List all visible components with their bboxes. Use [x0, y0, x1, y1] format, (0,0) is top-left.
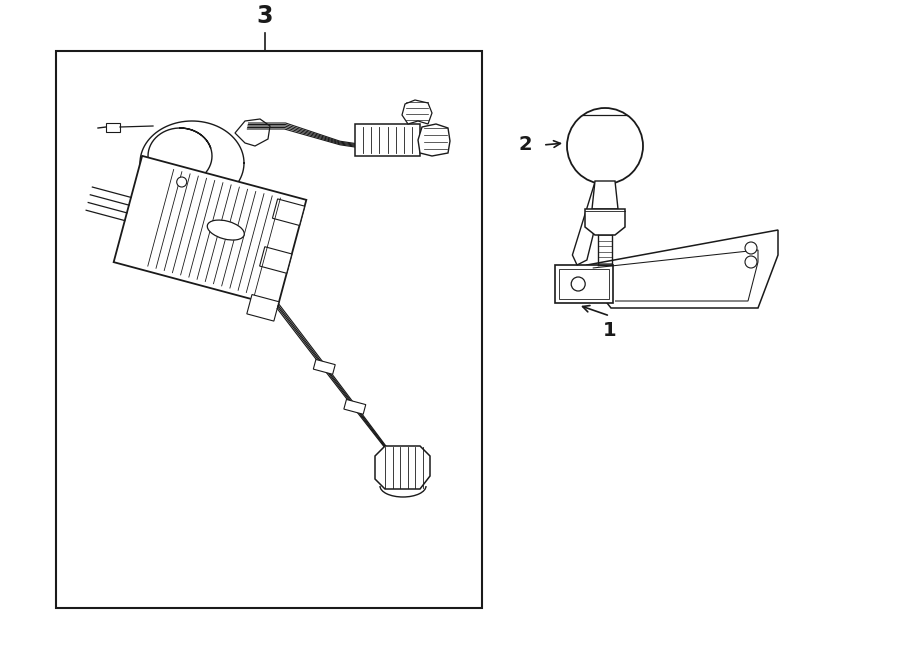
Polygon shape — [247, 295, 279, 321]
Polygon shape — [572, 180, 604, 265]
Polygon shape — [402, 100, 432, 124]
Polygon shape — [585, 209, 625, 235]
Polygon shape — [259, 247, 292, 273]
Polygon shape — [313, 360, 335, 374]
Polygon shape — [113, 156, 306, 306]
Polygon shape — [375, 446, 430, 489]
Bar — [559, 269, 609, 299]
Circle shape — [176, 177, 186, 187]
Polygon shape — [418, 124, 450, 156]
Bar — [355, 124, 420, 156]
Polygon shape — [581, 230, 778, 308]
Circle shape — [745, 256, 757, 268]
Bar — [56, 51, 482, 608]
Bar — [555, 265, 613, 303]
Ellipse shape — [207, 220, 244, 240]
Text: 2: 2 — [518, 136, 532, 155]
Text: 1: 1 — [603, 321, 616, 340]
Polygon shape — [592, 181, 618, 209]
Circle shape — [567, 108, 643, 184]
Bar — [106, 123, 120, 132]
Circle shape — [745, 242, 757, 254]
Polygon shape — [235, 119, 270, 146]
Polygon shape — [273, 199, 305, 225]
Text: 3: 3 — [256, 4, 274, 28]
Circle shape — [572, 277, 585, 291]
Polygon shape — [344, 399, 365, 414]
